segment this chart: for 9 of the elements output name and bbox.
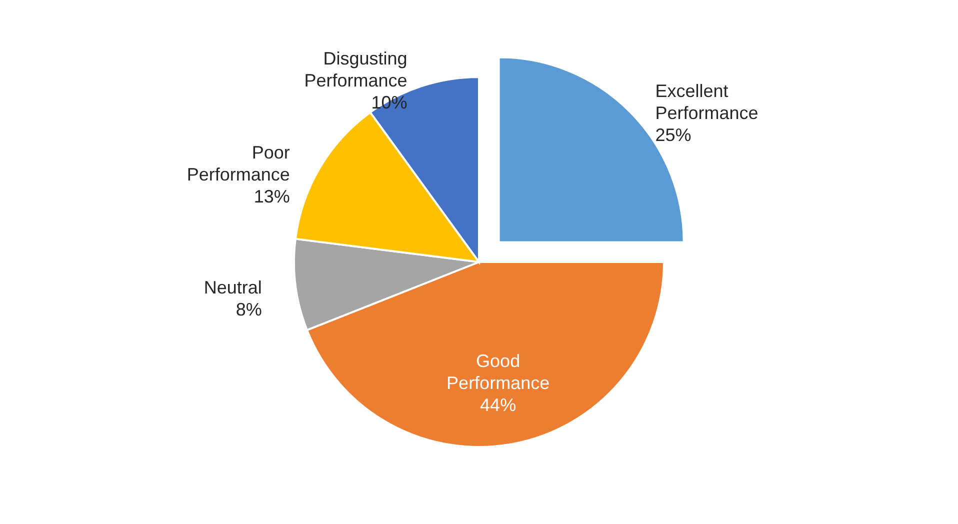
slice-label: Poor Performance xyxy=(186,142,290,185)
data-label: 44% xyxy=(480,394,516,415)
slice-label: Excellent Performance xyxy=(655,80,758,123)
slice-label: Good Performance xyxy=(446,350,550,393)
slice-label: Disgusting Performance xyxy=(304,48,408,91)
data-label: 13% xyxy=(254,186,290,207)
data-label: 25% xyxy=(655,124,692,145)
slice-label: Neutral xyxy=(204,278,262,298)
data-label: 8% xyxy=(236,300,262,320)
